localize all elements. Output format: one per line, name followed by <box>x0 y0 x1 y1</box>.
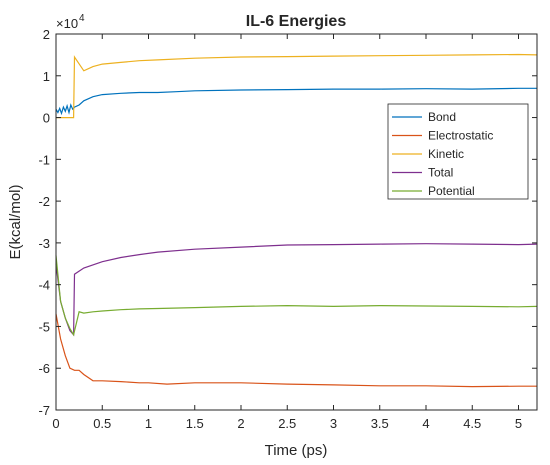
plot-area <box>56 34 537 410</box>
legend-item-bond: Bond <box>392 110 456 124</box>
series-line-total <box>55 243 538 337</box>
series-line-bond <box>55 87 537 116</box>
series-line-potential <box>55 255 538 337</box>
legend-item-kinetic: Kinetic <box>392 147 464 161</box>
legend-box <box>387 103 529 200</box>
legend: Bond Electrostatic Kinetic Total Potential <box>387 103 529 200</box>
x-tick-label: 3 <box>330 416 337 431</box>
x-tick-label: 4 <box>422 416 429 431</box>
y-tick-label: -7 <box>38 403 50 418</box>
x-tick-label: 2.5 <box>278 416 296 431</box>
series-line-electrostatic <box>55 313 537 388</box>
legend-label: Bond <box>428 110 456 124</box>
legend-item-total: Total <box>392 166 453 180</box>
y-tick-label: 2 <box>43 27 50 42</box>
legend-label: Kinetic <box>428 147 464 161</box>
legend-label: Electrostatic <box>428 129 493 143</box>
legend-label: Potential <box>428 184 475 198</box>
y-tick-label: -4 <box>38 278 50 293</box>
y-tick-label: 0 <box>43 111 50 126</box>
series-layer <box>55 53 538 388</box>
tick-layer: 0 0.5 1 1.5 2 2.5 3 3.5 4 4.5 5 2 1 0 -1 -2 -3 -4 -5 -6 -7 <box>38 27 537 431</box>
y-tick-label: -1 <box>38 152 50 167</box>
y-exponent-base: ×10 <box>56 16 78 31</box>
x-tick-label: 1.5 <box>186 416 204 431</box>
legend-item-potential: Potential <box>392 184 475 198</box>
chart-title: IL-6 Energies <box>246 13 347 30</box>
y-exponent-power: 4 <box>79 13 85 24</box>
y-axis-label: E(kcal/mol) <box>7 184 24 259</box>
x-tick-label: 0.5 <box>93 416 111 431</box>
y-tick-label: -5 <box>38 319 50 334</box>
y-tick-label: -3 <box>38 236 50 251</box>
legend-item-electrostatic: Electrostatic <box>392 129 493 143</box>
x-axis-label: Time (ps) <box>265 442 328 459</box>
y-tick-label: -2 <box>38 194 50 209</box>
x-tick-label: 2 <box>237 416 244 431</box>
series-line-kinetic <box>56 53 538 119</box>
x-tick-label: 3.5 <box>371 416 389 431</box>
y-exponent-label: ×10 4 <box>56 13 85 31</box>
x-tick-label: 1 <box>145 416 152 431</box>
y-tick-label: 1 <box>43 69 50 84</box>
y-tick-label: -6 <box>38 361 50 376</box>
x-tick-label: 5 <box>515 416 522 431</box>
x-tick-label: 0 <box>52 416 59 431</box>
x-tick-label: 4.5 <box>463 416 481 431</box>
legend-label: Total <box>428 166 453 180</box>
axes-box <box>55 33 538 411</box>
